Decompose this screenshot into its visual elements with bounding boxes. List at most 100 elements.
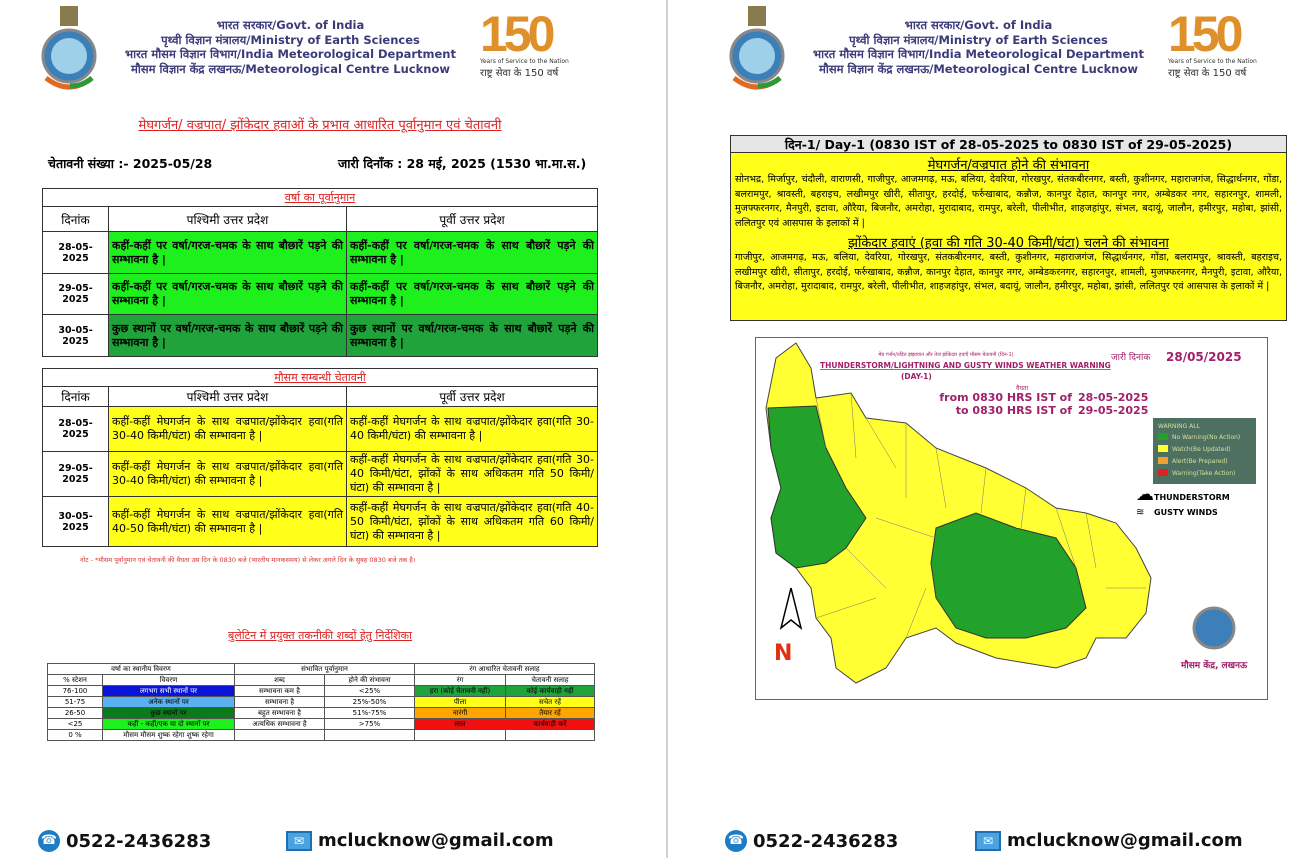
glossary-word [234,729,325,741]
thunderstorm-icon: ☁ [1136,484,1154,505]
logo-150-years: 150 Years of Service to the Nation राष्ट… [1168,6,1278,90]
glossary-table: वर्षा का स्थानीय विवरण संभावित पूर्वानुमा… [47,663,595,741]
east-up-cell: कहीं-कहीं पर वर्षा/गरज-चमक के साथ बौछारे… [346,273,598,315]
east-up-cell: कहीं-कहीं मेघगर्जन के साथ वज्रपात/झोंकेद… [346,496,598,547]
west-up-cell: कहीं-कहीं मेघगर्जन के साथ वज्रपात/झोंकेद… [108,451,347,497]
table-row: 28-05-2025 कहीं-कहीं मेघगर्जन के साथ वज्र… [42,406,598,452]
glossary-pct: 26-50 [47,707,103,719]
legend-label: Watch(Be Updated) [1172,446,1231,453]
glossary-prob: >75% [324,718,415,730]
header-line: मौसम विज्ञान केंद्र लखनऊ/Meteorological … [818,61,1139,76]
page-2: भारत सरकार/Govt. of India पृथ्वी विज्ञान… [672,0,1300,858]
logo-tagline-hi: राष्ट्र सेवा के 150 वर्ष [1168,68,1247,79]
from-label: from 0830 HRS IST of [939,391,1072,404]
logo-tagline-en: Years of Service to the Nation [480,58,569,65]
glossary-word: सम्भावना है [234,696,325,708]
col-header: विवरण [102,674,235,686]
glossary-advice: कार्यवाही करें [505,718,595,730]
legend-title: WARNING ALL [1158,423,1201,430]
day-header: दिन-1/ Day-1 (0830 IST of 28-05-2025 to … [731,136,1286,153]
legend-swatch [1158,433,1168,440]
thunderstorm-label: THUNDERSTORM [1154,493,1230,502]
email-address[interactable]: mclucknow@gmail.com [1007,830,1243,851]
group-header: संभावित पूर्वानुमान [234,663,415,675]
footer-phone: ☎ 0522-2436283 [725,830,898,852]
west-up-cell: कहीं-कहीं पर वर्षा/गरज-चमक के साथ बौछारे… [108,231,347,274]
glossary-word: बहुत सम्भावना है [234,707,325,719]
table-row: 30-05-2025 कहीं-कहीं मेघगर्जन के साथ वज्र… [42,496,598,547]
col-header: दिनांक [42,386,109,407]
map-region-green-central [930,512,1087,639]
glossary-title: बुलेटिन में प्रयुक्त तकनीकी शब्दों हेतु … [228,629,412,642]
col-header: दिनांक [42,206,109,232]
validity-label: वैधता [1016,384,1028,392]
group-header: वर्षा का स्थानीय विवरण [47,663,235,675]
weather-warning-table: मौसम सम्बन्धी चेतावनी दिनांक पश्चिमी उत्त… [42,368,598,547]
glossary-prob: 25%-50% [324,696,415,708]
west-up-cell: कुछ स्थानों पर वर्षा/गरज-चमक के साथ बौछा… [108,314,347,357]
footer-email: ✉ mclucknow@gmail.com [286,830,554,851]
glossary-advice: तैयार रहें [505,707,595,719]
glossary-row: 0 % मौसम मौसम शुष्क रहेगा शुष्क रहेगा [47,729,595,741]
east-up-cell: कुछ स्थानों पर वर्षा/गरज-चमक के साथ बौछा… [346,314,598,357]
west-up-cell: कहीं-कहीं मेघगर्जन के साथ वज्रपात/झोंकेद… [108,406,347,452]
glossary-color: पीला [414,696,506,708]
col-header: पूर्वी उत्तर प्रदेश [346,386,598,407]
logo-number: 150 [1168,6,1243,62]
map-title-hi: मेघ गर्जन/तड़ित झंझावात और तेज झोंकेदार … [878,351,1013,358]
glossary-color: हरा (कोई चेतावनी नहीं) [414,685,506,697]
glossary-prob [324,729,415,741]
west-up-cell: कहीं-कहीं मेघगर्जन के साथ वज्रपात/झोंकेद… [108,496,347,547]
east-up-cell: कहीं-कहीं मेघगर्जन के साथ वज्रपात/झोंकेद… [346,451,598,497]
letterhead: भारत सरकार/Govt. of India पृथ्वी विज्ञान… [38,4,598,94]
imd-emblem-icon [41,6,97,90]
group-header: रंग आधारित चेतावनी सलाह [414,663,595,675]
to-label: to 0830 HRS IST of [956,404,1072,417]
north-arrow-icon [779,587,803,630]
table-row: 29-05-2025 कहीं-कहीं मेघगर्जन के साथ वज्र… [42,451,598,497]
day1-forecast-box: दिन-1/ Day-1 (0830 IST of 28-05-2025 to … [730,135,1287,321]
issue-label: जारी दिनांक [1111,351,1151,363]
header-text: भारत सरकार/Govt. of India पृथ्वी विज्ञान… [108,18,473,76]
footer-phone: ☎ 0522-2436283 [38,830,211,852]
east-up-cell: कहीं-कहीं मेघगर्जन के साथ वज्रपात/झोंकेद… [346,406,598,452]
glossary-row: 26-50 कुछ स्थानों पर बहुत सम्भावना है 51%-7… [47,707,595,719]
row-date: 28-05-2025 [42,406,109,452]
table-row: 28-05-2025 कहीं-कहीं पर वर्षा/गरज-चमक के … [42,231,598,274]
glossary-word: अत्यधिक सम्भावना है [234,718,325,730]
header-line: भारत मौसम विज्ञान विभाग/India Meteorolog… [813,47,1144,61]
map-legend: WARNING ALL No Warning(No Action) Watch(B… [1153,418,1256,484]
legend-swatch [1158,445,1168,452]
glossary-color [414,729,506,741]
imd-emblem-icon [729,6,785,90]
glossary-desc: कुछ स्थानों पर [102,707,235,719]
phone-icon: ☎ [725,830,747,852]
glossary-desc: कहीं - कहीं/एक या दो स्थानों पर [102,718,235,730]
phone-number[interactable]: 0522-2436283 [753,830,899,852]
row-date: 29-05-2025 [42,451,109,497]
rain-forecast-table: वर्षा का पूर्वानुमान दिनांक पश्चिमी उत्तर… [42,188,598,357]
glossary-desc: लगभग सभी स्थानों पर [102,685,235,697]
imd-emblem-icon [1192,606,1236,650]
col-header: शब्द [234,674,325,686]
phone-number[interactable]: 0522-2436283 [66,830,212,852]
map-day: (DAY-1) [901,372,932,381]
map-issue-date: 28/05/2025 [1166,350,1242,364]
glossary-row: 76-100 लगभग सभी स्थानों पर सम्भावना कम है <… [47,685,595,697]
email-address[interactable]: mclucknow@gmail.com [318,830,554,851]
legend-label: Warning(Take Action) [1172,470,1235,477]
glossary-word: सम्भावना कम है [234,685,325,697]
thunder-title: मेघगर्जन/वज्रपात होने की संभावना [927,158,1090,173]
col-header: % स्टेशन [47,674,103,686]
wind-title: झोंकेदार हवाएं (हवा की गति 30-40 किमी/घं… [848,236,1169,251]
table-row: 30-05-2025 कुछ स्थानों पर वर्षा/गरज-चमक क… [42,314,598,357]
warning-map: मेघ गर्जन/तड़ित झंझावात और तेज झोंकेदार … [755,337,1268,700]
header-text: भारत सरकार/Govt. of India पृथ्वी विज्ञान… [796,18,1161,76]
col-header: रंग [414,674,506,686]
north-label: N [774,641,792,666]
legend-label: Alert(Be Prepared) [1172,458,1228,465]
col-header: पूर्वी उत्तर प्रदेश [346,206,598,232]
west-up-cell: कहीं-कहीं पर वर्षा/गरज-चमक के साथ बौछारे… [108,273,347,315]
thunder-districts: सोनभद्र, मिर्जापुर, चंदौली, वाराणसी, गाज… [735,174,1282,229]
row-date: 30-05-2025 [42,496,109,547]
